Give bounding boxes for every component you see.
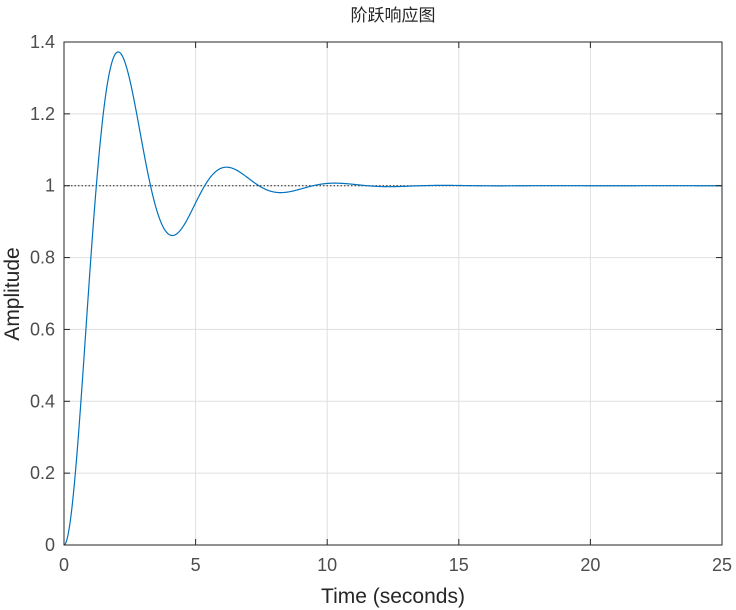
y-tick-label: 1.4 (30, 32, 55, 52)
y-tick-label: 0.8 (30, 248, 55, 268)
tick-marks (63, 41, 723, 546)
x-tick-labels: 0 5 10 15 20 25 (59, 555, 732, 575)
x-tick-label: 20 (580, 555, 600, 575)
y-tick-label: 0.2 (30, 463, 55, 483)
x-axis-label: Time (seconds) (321, 585, 465, 608)
y-tick-label: 0.6 (30, 319, 55, 339)
y-tick-label: 0 (45, 535, 55, 555)
x-tick-label: 25 (712, 555, 732, 575)
y-tick-label: 0.4 (30, 391, 55, 411)
x-tick-label: 15 (449, 555, 469, 575)
y-tick-label: 1.2 (30, 104, 55, 124)
x-tick-label: 0 (59, 555, 69, 575)
y-tick-label: 1 (45, 176, 55, 196)
x-tick-label: 10 (317, 555, 337, 575)
x-tick-label: 5 (191, 555, 201, 575)
y-tick-labels: 0 0.2 0.4 0.6 0.8 1 1.2 1.4 (30, 32, 55, 555)
grid-lines (64, 42, 722, 545)
step-response-curve (63, 51, 722, 546)
axes-box (63, 41, 723, 546)
chart-title: 阶跃响应图 (351, 6, 436, 26)
y-axis-label: Amplitude (1, 247, 24, 340)
